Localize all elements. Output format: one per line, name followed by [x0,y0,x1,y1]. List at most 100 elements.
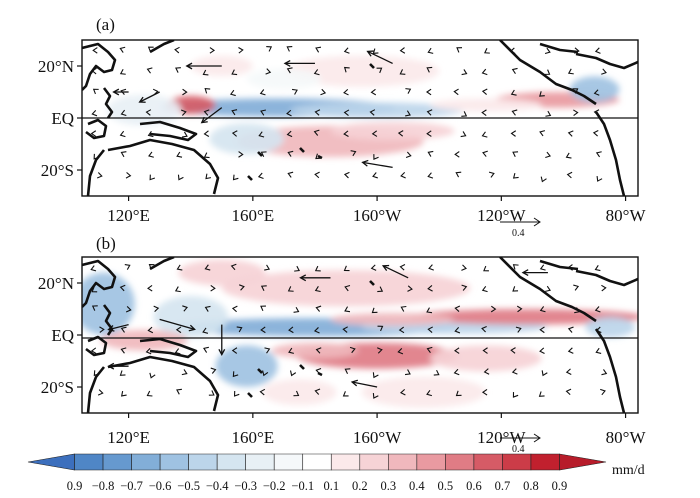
wind-chevron [313,327,320,334]
panel-a-label: (a) [96,15,115,34]
wind-chevron [147,46,154,53]
wind-chevron [259,89,266,96]
wind-chevron [574,47,580,54]
colorbar-swatch-13 [416,453,446,471]
wind-chevron [601,68,607,75]
wind-chevron [208,390,215,396]
wind-chevron [181,131,188,138]
wind-chevron [399,47,406,54]
wind-chevron [350,150,357,157]
y-tick-label: 20°N [38,57,74,76]
wind-chevron [148,263,155,270]
wind-chevron [567,347,574,354]
anomaly-region-9 [283,55,440,87]
wind-chevron [516,305,523,313]
wind-chevron [596,176,603,182]
wind-vector-head-4 [218,349,226,356]
colorbar-label-4: −0.5 [177,479,200,493]
wind-chevron [370,88,377,96]
wind-chevron [601,284,607,292]
wind-chevron [545,110,552,117]
wind-chevron [314,109,321,116]
reference-vector-label: 0.4 [512,228,525,239]
wind-chevron [119,130,126,138]
wind-chevron [147,131,154,138]
wind-chevron [594,265,601,272]
wind-chevron [343,109,350,117]
y-tick-label: 20°S [41,161,74,180]
colorbar-label-14: 0.6 [466,479,482,493]
wind-chevron [313,69,320,76]
x-tick-label: 160°W [353,206,402,225]
wind-chevron [594,306,601,313]
wind-chevron [209,47,216,54]
wind-chevron [376,67,383,74]
wind-chevron [176,151,183,158]
x-tick-label: 120°E [107,428,150,447]
panel-a-ticks: 120°E 160°E 160°W 120°W 80°W 20°N EQ 20°S [38,57,647,225]
wind-chevron [204,264,211,271]
wind-chevron [91,305,98,311]
wind-chevron [512,173,519,179]
wind-chevron [512,286,519,292]
wind-chevron [377,325,384,332]
wind-chevron [231,69,238,76]
wind-chevron [93,153,100,160]
wind-chevron [592,129,599,137]
wind-chevron [481,131,488,138]
philippines [102,304,114,336]
colorbar-swatch-5 [188,453,218,471]
panel-a-reference-vector: 0.4 [500,217,541,239]
wind-chevron [483,265,489,272]
wind-chevron [202,69,209,76]
wind-chevron [397,130,404,137]
wind-vector-head-3 [138,96,146,103]
wind-chevron [567,264,573,271]
asia-coast [82,259,117,308]
new-guinea [139,120,198,142]
colorbar-swatch-16 [502,453,532,471]
wind-vector-head-6 [112,88,120,96]
wind-chevron [490,305,497,313]
reference-arrowhead [533,217,541,227]
wind-chevron [343,265,350,272]
wind-chevron [509,47,516,54]
wind-chevron [120,151,127,158]
wind-chevron [287,171,294,178]
wind-chevron [512,392,519,398]
wind-vector-head-2 [381,264,390,272]
colorbar-swatch-9 [302,453,332,471]
colorbar-swatch-14 [445,453,475,471]
x-tick-label: 160°W [353,428,402,447]
wind-chevron [120,390,127,397]
wind-chevron [149,174,156,181]
anomaly-region-10 [246,68,322,90]
south-america [594,111,626,196]
wind-chevron [574,307,581,314]
wind-chevron [595,326,602,334]
japan [149,40,175,54]
anomaly-region-7 [330,121,455,141]
wind-chevron [484,48,490,54]
wind-chevron [454,347,460,354]
colorbar-swatch-0 [27,453,75,471]
wind-chevron [119,46,126,53]
wind-chevron [595,347,602,354]
wind-vector-6 [351,381,378,388]
colorbar-label-10: 0.2 [352,479,368,493]
wind-chevron [314,171,320,179]
wind-vector-head-0 [188,324,196,332]
wind-chevron [488,171,495,178]
wind-chevron [399,388,406,396]
wind-chevron [377,347,383,354]
colorbar-swatch-11 [359,453,389,471]
wind-chevron [397,347,404,355]
wind-chevron [426,109,433,116]
y-tick-label: 20°S [41,378,74,397]
wind-chevron [147,284,153,292]
japan [149,257,175,271]
colorbar-label-9: 0.1 [323,479,339,493]
wind-chevron [512,151,519,157]
wind-chevron [407,285,413,292]
wind-chevron [231,347,238,354]
